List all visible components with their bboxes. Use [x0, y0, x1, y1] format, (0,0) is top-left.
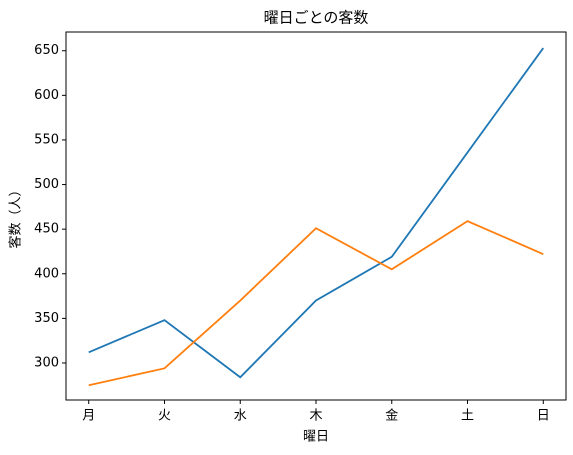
y-tick-label: 450	[34, 222, 59, 237]
x-tick-label: 金	[385, 408, 398, 424]
y-axis-label: 客数（人）	[8, 183, 24, 248]
y-tick-label: 650	[34, 43, 59, 58]
y-tick-label: 400	[34, 266, 59, 281]
y-tick-label: 500	[34, 177, 59, 192]
y-tick-label: 600	[34, 88, 59, 103]
x-tick-label: 水	[234, 409, 247, 424]
x-tick-label: 土	[461, 409, 474, 424]
line-series	[88, 220, 544, 387]
plot-frame	[65, 31, 567, 401]
y-tick-label: 350	[34, 311, 59, 326]
x-tick-label: 木	[309, 409, 322, 424]
x-axis-label: 曜日	[303, 430, 329, 445]
x-tick-label: 日	[537, 409, 550, 424]
x-tick-label: 月	[82, 409, 95, 424]
y-tick-label: 300	[34, 355, 59, 370]
x-tick-label: 火	[158, 409, 171, 424]
line-series	[88, 47, 545, 379]
y-tick-label: 550	[34, 132, 59, 147]
chart-title: 曜日ごとの客数	[264, 9, 369, 27]
